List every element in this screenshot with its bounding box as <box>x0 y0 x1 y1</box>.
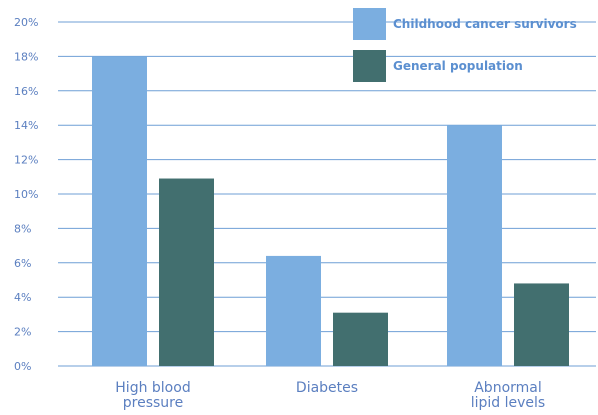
legend-swatch <box>353 50 386 82</box>
bar <box>447 125 502 366</box>
y-tick-label: 18% <box>14 50 38 63</box>
legend-swatch <box>353 8 386 40</box>
legend: Childhood cancer survivors General popula… <box>353 8 577 82</box>
bar <box>266 255 321 366</box>
x-category-label: Abnormal lipid levels <box>471 380 545 411</box>
y-axis-ticks: 0% 2% 4% 6% 8% 10% 12% 14% 16% 18% 20% <box>14 16 38 373</box>
gridlines <box>58 21 596 367</box>
bars <box>92 56 569 367</box>
y-tick-label: 20% <box>14 16 38 29</box>
y-tick-label: 6% <box>14 257 31 270</box>
x-axis-categories: High blood pressure Diabetes Abnormal lipid … <box>115 380 545 411</box>
bar <box>159 178 214 366</box>
x-category-label: Diabetes <box>296 380 358 396</box>
legend-label: General population <box>393 59 523 73</box>
y-tick-label: 4% <box>14 291 31 304</box>
bar <box>514 283 569 366</box>
y-tick-label: 12% <box>14 154 38 167</box>
bar <box>92 56 147 367</box>
y-tick-label: 14% <box>14 119 38 132</box>
y-tick-label: 0% <box>14 360 31 373</box>
y-tick-label: 8% <box>14 222 31 235</box>
x-category-label: High blood pressure <box>115 380 190 411</box>
y-tick-label: 10% <box>14 188 38 201</box>
y-tick-label: 16% <box>14 85 38 98</box>
y-tick-label: 2% <box>14 326 31 339</box>
legend-label: Childhood cancer survivors <box>393 17 577 31</box>
bar <box>333 312 388 366</box>
